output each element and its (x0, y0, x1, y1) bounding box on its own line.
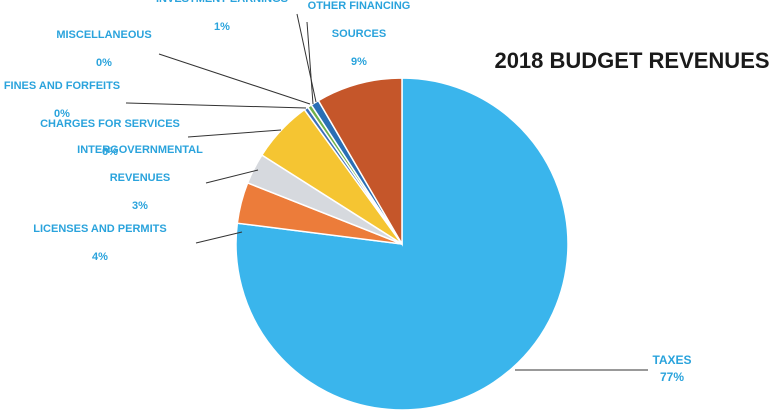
slice-percent-label: 1% (214, 21, 230, 33)
slice-name-label: CHARGES FOR SERVICES (40, 118, 180, 130)
leader-line (195, 231, 243, 244)
slice-name-label: SOURCES (332, 28, 386, 40)
leader-line (296, 13, 317, 103)
leader-line (187, 129, 282, 138)
slice-percent-label: 9% (351, 56, 367, 68)
slice-percent-label: 77% (660, 370, 684, 384)
slice-name-label: INVESTMENT EARNINGS (156, 0, 288, 5)
slice-name-label: MISCELLANEOUS (56, 29, 151, 41)
chart-title: 2018 BUDGET REVENUES (494, 48, 769, 73)
slice-name-label: REVENUES (110, 172, 171, 184)
slice-percent-label: 0% (54, 108, 70, 120)
leader-lines (125, 13, 648, 371)
slice-name-label: LICENSES AND PERMITS (33, 223, 166, 235)
slice-labels: TAXES 77% LICENSES AND PERMITS 4% INTERGOVER… (4, 0, 692, 384)
leader-line (125, 102, 307, 109)
leader-line (158, 53, 311, 105)
slice-name-label: OTHER FINANCING (308, 0, 411, 12)
slice-name-label: INTERGOVERNMENTAL (77, 144, 203, 156)
slice-percent-label: 4% (92, 251, 108, 263)
leader-line (306, 21, 314, 105)
pie-slice (317, 77, 403, 247)
slice-percent-label: 3% (132, 200, 148, 212)
pie-slices (235, 77, 569, 411)
slice-name-label: FINES AND FORFEITS (4, 80, 120, 92)
slice-percent-label: 6% (102, 146, 118, 158)
slice-name-label: TAXES (652, 353, 691, 367)
leader-line (205, 169, 259, 184)
slice-percent-label: 0% (96, 57, 112, 69)
pie-slice (235, 77, 569, 411)
